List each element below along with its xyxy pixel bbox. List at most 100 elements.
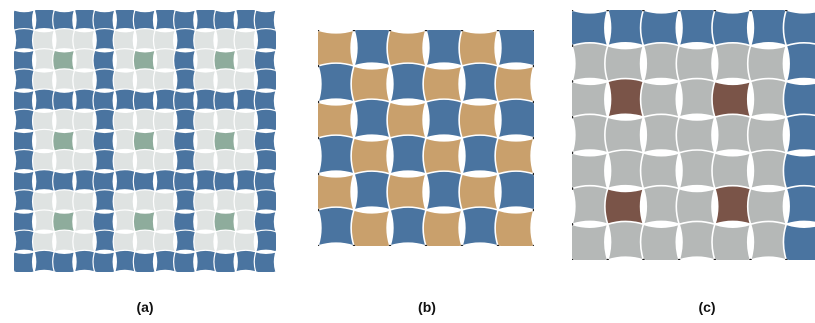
tile <box>254 27 276 52</box>
tile <box>711 223 752 260</box>
corner-dot <box>352 30 356 32</box>
corner-dot <box>572 115 574 119</box>
tile <box>572 223 609 260</box>
tile <box>253 49 276 73</box>
tile <box>254 148 276 173</box>
tile <box>234 249 259 272</box>
tile <box>254 229 276 253</box>
corner-dot <box>784 10 788 12</box>
tile <box>254 108 276 132</box>
tile <box>253 10 276 33</box>
tile <box>678 220 719 260</box>
tile <box>154 249 178 272</box>
corner-dot <box>352 244 356 246</box>
corner-dot <box>532 208 534 212</box>
tile <box>785 184 815 226</box>
tile <box>253 210 276 234</box>
corner-dot <box>749 10 752 12</box>
tile <box>14 250 36 272</box>
tile <box>253 170 276 194</box>
tile <box>460 206 502 246</box>
tile <box>494 136 534 178</box>
panel-c-tiling <box>572 10 815 260</box>
corner-dot <box>572 10 574 12</box>
tile <box>388 206 430 246</box>
corner-dot <box>677 10 681 12</box>
tile <box>785 113 815 155</box>
tile <box>749 220 790 260</box>
corner-dot <box>532 30 534 32</box>
corner-dot <box>388 244 392 246</box>
corner-dot <box>713 258 717 260</box>
tile <box>33 249 57 272</box>
corner-dot <box>460 244 464 246</box>
tile <box>253 89 276 113</box>
tile <box>606 220 648 260</box>
tile <box>254 68 276 92</box>
corner-dot <box>318 136 320 140</box>
corner-dot <box>572 44 574 48</box>
corner-dot <box>532 244 534 246</box>
corner-dot <box>496 244 500 246</box>
corner-dot <box>572 80 574 83</box>
tile <box>253 251 276 272</box>
corner-dot <box>572 258 574 260</box>
tile <box>496 30 534 68</box>
corner-dot <box>606 10 610 12</box>
corner-dot <box>318 100 320 104</box>
tile <box>350 208 392 246</box>
corner-dot <box>642 10 645 12</box>
corner-dot <box>318 172 320 176</box>
tile <box>422 208 464 246</box>
corner-dot <box>749 258 752 260</box>
caption-a: (a) <box>136 299 153 315</box>
corner-dot <box>532 136 534 140</box>
corner-dot <box>572 151 574 155</box>
corner-dot <box>318 208 320 212</box>
tile <box>494 208 534 246</box>
tile <box>639 223 681 260</box>
tile <box>318 206 358 246</box>
corner-dot <box>572 187 574 190</box>
corner-dot <box>388 30 392 32</box>
tile <box>496 170 534 212</box>
tile <box>785 42 815 83</box>
tile <box>52 250 76 272</box>
tile <box>494 64 534 106</box>
corner-dot <box>642 258 645 260</box>
panel-a-tiling <box>14 10 276 272</box>
tile <box>194 249 218 272</box>
corner-dot <box>713 10 717 12</box>
corner-dot <box>677 258 681 260</box>
corner-dot <box>572 222 574 226</box>
corner-dot <box>532 172 534 176</box>
corner-dot <box>318 244 320 246</box>
corner-dot <box>318 64 320 68</box>
caption-c: (c) <box>698 299 715 315</box>
caption-b: (b) <box>418 299 436 315</box>
corner-dot <box>496 30 500 32</box>
tile <box>782 80 815 121</box>
corner-dot <box>532 64 534 68</box>
corner-dot <box>784 258 788 260</box>
tile <box>782 223 815 260</box>
corner-dot <box>532 100 534 104</box>
tile <box>92 250 116 272</box>
tile <box>73 249 97 272</box>
corner-dot <box>424 244 428 246</box>
corner-dot <box>424 30 428 32</box>
corner-dot <box>318 30 320 32</box>
tile <box>782 10 815 50</box>
corner-dot <box>606 258 610 260</box>
tile <box>213 250 237 272</box>
tile <box>496 98 534 140</box>
tile <box>782 151 815 193</box>
tile <box>254 189 276 213</box>
tile <box>114 249 138 272</box>
tile <box>173 250 197 272</box>
tile <box>132 250 157 272</box>
corner-dot <box>460 30 464 32</box>
tile <box>253 130 276 154</box>
panel-b-tiling <box>318 30 534 246</box>
